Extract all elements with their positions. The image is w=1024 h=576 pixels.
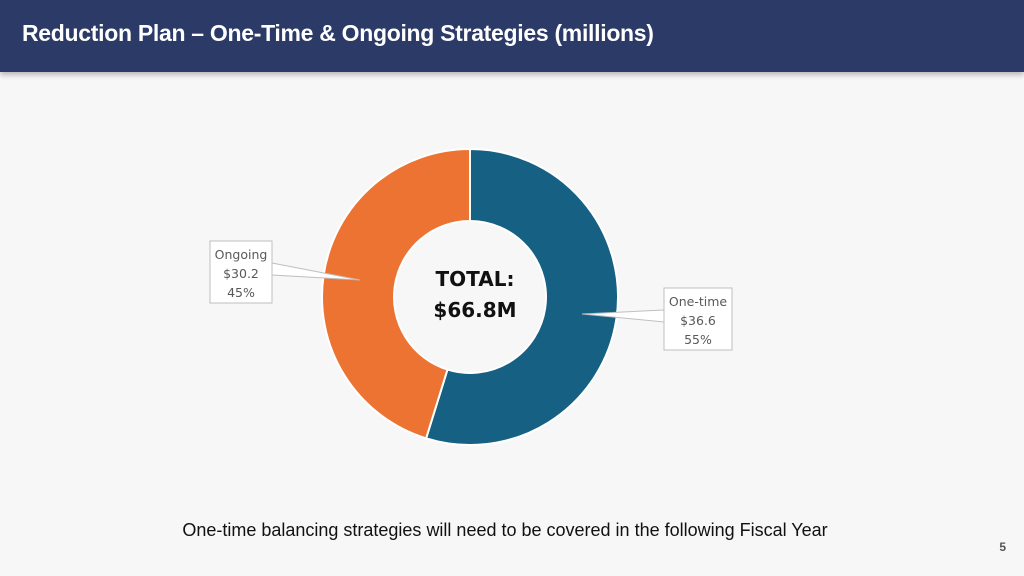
callout-percent-ongoing: 45% [227, 285, 255, 300]
callout-ongoing: Ongoing $30.2 45% [209, 240, 273, 304]
callout-box-ongoing [209, 240, 273, 304]
callout-name-one-time: One-time [669, 294, 728, 309]
callout-value-one-time: $36.6 [680, 313, 716, 328]
page-number: 5 [999, 540, 1006, 554]
slice-ongoing [321, 147, 471, 440]
callout-name-ongoing: Ongoing [215, 247, 268, 262]
donut-slices [321, 147, 619, 446]
page-title: Reduction Plan – One-Time & Ongoing Stra… [22, 20, 654, 46]
center-label-line2: $66.8M [433, 298, 516, 322]
title-bar: Reduction Plan – One-Time & Ongoing Stra… [0, 0, 1024, 72]
callout-percent-one-time: 55% [684, 332, 712, 347]
callout-box-one-time [663, 287, 733, 351]
slice-one-time [424, 147, 619, 446]
callouts: Ongoing $30.2 45% One-time $36.6 55% [209, 240, 733, 351]
callout-value-ongoing: $30.2 [223, 266, 259, 281]
footer-note: One-time balancing strategies will need … [182, 520, 828, 540]
callout-one-time: One-time $36.6 55% [663, 287, 733, 351]
callout-leaders [271, 262, 665, 323]
center-label-line1: TOTAL: [436, 267, 515, 291]
